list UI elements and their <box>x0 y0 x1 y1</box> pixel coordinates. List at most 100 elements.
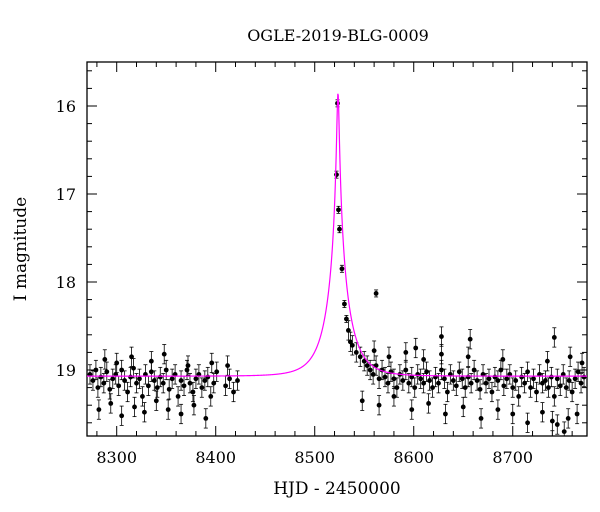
data-point <box>235 370 240 391</box>
data-point <box>225 355 230 376</box>
data-point <box>439 344 444 365</box>
data-point <box>500 349 506 370</box>
data-point <box>143 364 148 385</box>
data-point <box>551 386 557 407</box>
data-point <box>116 375 122 396</box>
data-point <box>575 361 581 382</box>
data-point <box>196 364 202 385</box>
data-point <box>439 326 444 347</box>
data-point <box>104 361 110 382</box>
plot-frame <box>86 61 588 437</box>
data-point <box>480 364 486 385</box>
data-point <box>373 289 379 298</box>
data-point <box>443 403 448 425</box>
data-point <box>413 337 419 359</box>
x-tick-label: 8400 <box>195 448 236 467</box>
data-point <box>471 359 477 381</box>
data-point <box>465 346 471 367</box>
data-point <box>227 368 232 389</box>
data-point <box>421 349 427 370</box>
data-point <box>409 399 415 420</box>
data-point <box>205 366 211 388</box>
data-point <box>444 381 450 403</box>
data-point <box>96 399 102 420</box>
data-point <box>175 386 181 407</box>
data-point <box>474 370 480 391</box>
data-point <box>534 381 539 403</box>
data-point <box>489 381 495 403</box>
data-point <box>211 373 217 394</box>
data-point <box>569 381 575 403</box>
data-point <box>190 381 196 403</box>
data-point <box>214 361 220 382</box>
data-point <box>572 368 578 389</box>
data-point <box>421 373 427 394</box>
data-point <box>563 377 569 398</box>
data-point <box>119 405 125 426</box>
data-point <box>567 346 573 367</box>
model-curve-layer <box>87 93 587 377</box>
data-point <box>203 408 209 429</box>
data-point <box>193 368 199 389</box>
data-points <box>87 99 587 436</box>
data-point <box>495 370 501 391</box>
x-tick-label: 8300 <box>96 448 137 467</box>
data-point <box>394 377 400 398</box>
data-point <box>119 359 125 381</box>
data-point <box>551 327 557 348</box>
data-point <box>516 386 522 407</box>
data-point <box>359 390 365 411</box>
data-point <box>450 370 456 391</box>
data-point <box>430 377 435 398</box>
data-point <box>153 390 159 411</box>
data-point <box>565 408 571 429</box>
data-point <box>391 386 397 407</box>
data-point <box>349 335 355 356</box>
data-point <box>579 352 585 374</box>
data-point <box>344 315 349 323</box>
data-point <box>113 364 119 385</box>
data-point <box>165 399 171 420</box>
data-point <box>169 368 175 389</box>
data-point <box>460 396 466 418</box>
data-point <box>566 370 572 391</box>
data-point <box>531 368 536 389</box>
axis-ticks <box>87 62 587 436</box>
data-point <box>102 349 108 370</box>
data-point <box>544 351 550 372</box>
data-point <box>442 368 447 389</box>
chart-title: OGLE-2019-BLG-0009 <box>247 26 429 45</box>
data-point <box>185 355 191 376</box>
data-point <box>371 340 377 361</box>
data-point <box>337 225 342 234</box>
data-point <box>125 381 130 403</box>
data-point <box>134 373 139 394</box>
data-point <box>145 375 151 396</box>
data-point <box>554 414 560 435</box>
data-point <box>184 359 190 381</box>
data-point <box>161 344 167 365</box>
data-point <box>178 370 184 391</box>
data-point <box>483 373 489 394</box>
x-tick-label: 8700 <box>492 448 533 467</box>
data-point <box>160 373 166 394</box>
data-point <box>554 368 560 389</box>
data-point <box>385 373 391 394</box>
data-point <box>477 379 483 400</box>
data-point <box>486 368 492 389</box>
data-point <box>122 370 128 391</box>
data-point <box>522 373 528 394</box>
data-point <box>548 366 554 388</box>
y-tick-label: 17 <box>56 185 76 204</box>
data-point <box>208 386 214 407</box>
data-point <box>339 264 345 273</box>
data-point <box>525 361 530 382</box>
data-point <box>202 370 208 391</box>
data-point <box>540 373 545 394</box>
data-point <box>468 373 474 394</box>
data-point <box>132 396 137 418</box>
y-tick-label: 19 <box>56 361 76 380</box>
data-point <box>231 381 236 403</box>
data-point <box>376 368 382 389</box>
data-point <box>137 368 142 389</box>
